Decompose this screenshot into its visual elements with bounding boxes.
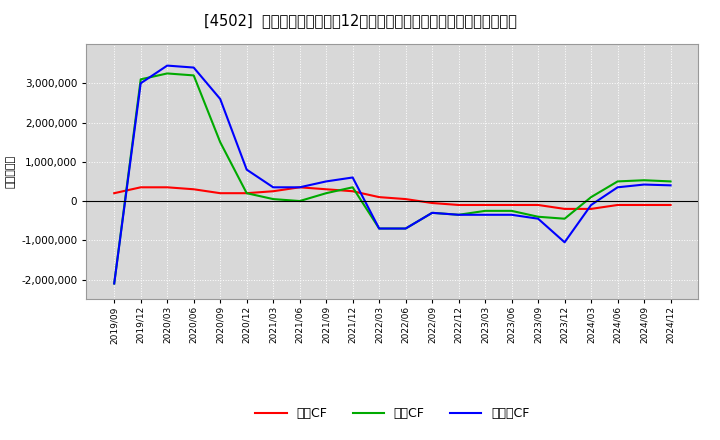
フリーCF	[375, 226, 384, 231]
営業CF	[163, 185, 171, 190]
フリーCF	[508, 212, 516, 217]
フリーCF	[110, 281, 119, 286]
フリーCF	[401, 226, 410, 231]
Line: 営業CF: 営業CF	[114, 187, 670, 209]
フリーCF	[243, 167, 251, 172]
投資CF	[534, 214, 542, 220]
営業CF	[189, 187, 198, 192]
投資CF	[508, 208, 516, 213]
投資CF	[110, 281, 119, 286]
営業CF	[295, 185, 304, 190]
営業CF	[401, 196, 410, 202]
営業CF	[587, 206, 595, 212]
投資CF	[640, 178, 649, 183]
営業CF	[640, 202, 649, 208]
営業CF	[110, 191, 119, 196]
営業CF	[508, 202, 516, 208]
投資CF	[666, 179, 675, 184]
投資CF	[216, 139, 225, 145]
フリーCF	[163, 63, 171, 68]
フリーCF	[428, 210, 436, 216]
投資CF	[428, 210, 436, 216]
投資CF	[613, 179, 622, 184]
営業CF	[269, 189, 277, 194]
投資CF	[375, 226, 384, 231]
フリーCF	[481, 212, 490, 217]
フリーCF	[348, 175, 357, 180]
投資CF	[163, 71, 171, 76]
フリーCF	[534, 216, 542, 221]
投資CF	[136, 77, 145, 82]
営業CF	[534, 202, 542, 208]
Legend: 営業CF, 投資CF, フリーCF: 営業CF, 投資CF, フリーCF	[251, 403, 534, 425]
投資CF	[560, 216, 569, 221]
営業CF	[666, 202, 675, 208]
フリーCF	[295, 185, 304, 190]
営業CF	[322, 187, 330, 192]
投資CF	[295, 198, 304, 204]
営業CF	[454, 202, 463, 208]
Line: 投資CF: 投資CF	[114, 73, 670, 283]
営業CF	[136, 185, 145, 190]
営業CF	[243, 191, 251, 196]
営業CF	[560, 206, 569, 212]
Line: フリーCF: フリーCF	[114, 66, 670, 283]
営業CF	[375, 194, 384, 200]
投資CF	[189, 73, 198, 78]
営業CF	[481, 202, 490, 208]
フリーCF	[454, 212, 463, 217]
投資CF	[454, 212, 463, 217]
フリーCF	[560, 240, 569, 245]
フリーCF	[640, 182, 649, 187]
営業CF	[216, 191, 225, 196]
投資CF	[587, 194, 595, 200]
フリーCF	[216, 96, 225, 102]
フリーCF	[322, 179, 330, 184]
フリーCF	[587, 202, 595, 208]
投資CF	[269, 196, 277, 202]
営業CF	[613, 202, 622, 208]
Text: [4502]  キャッシュフローの12か月移動合計の対前年同期増減額の推移: [4502] キャッシュフローの12か月移動合計の対前年同期増減額の推移	[204, 13, 516, 28]
投資CF	[322, 191, 330, 196]
投資CF	[348, 185, 357, 190]
Y-axis label: （百万円）: （百万円）	[6, 155, 16, 188]
投資CF	[401, 226, 410, 231]
フリーCF	[189, 65, 198, 70]
フリーCF	[136, 81, 145, 86]
投資CF	[243, 191, 251, 196]
投資CF	[481, 208, 490, 213]
営業CF	[348, 189, 357, 194]
フリーCF	[666, 183, 675, 188]
営業CF	[428, 200, 436, 205]
フリーCF	[269, 185, 277, 190]
フリーCF	[613, 185, 622, 190]
